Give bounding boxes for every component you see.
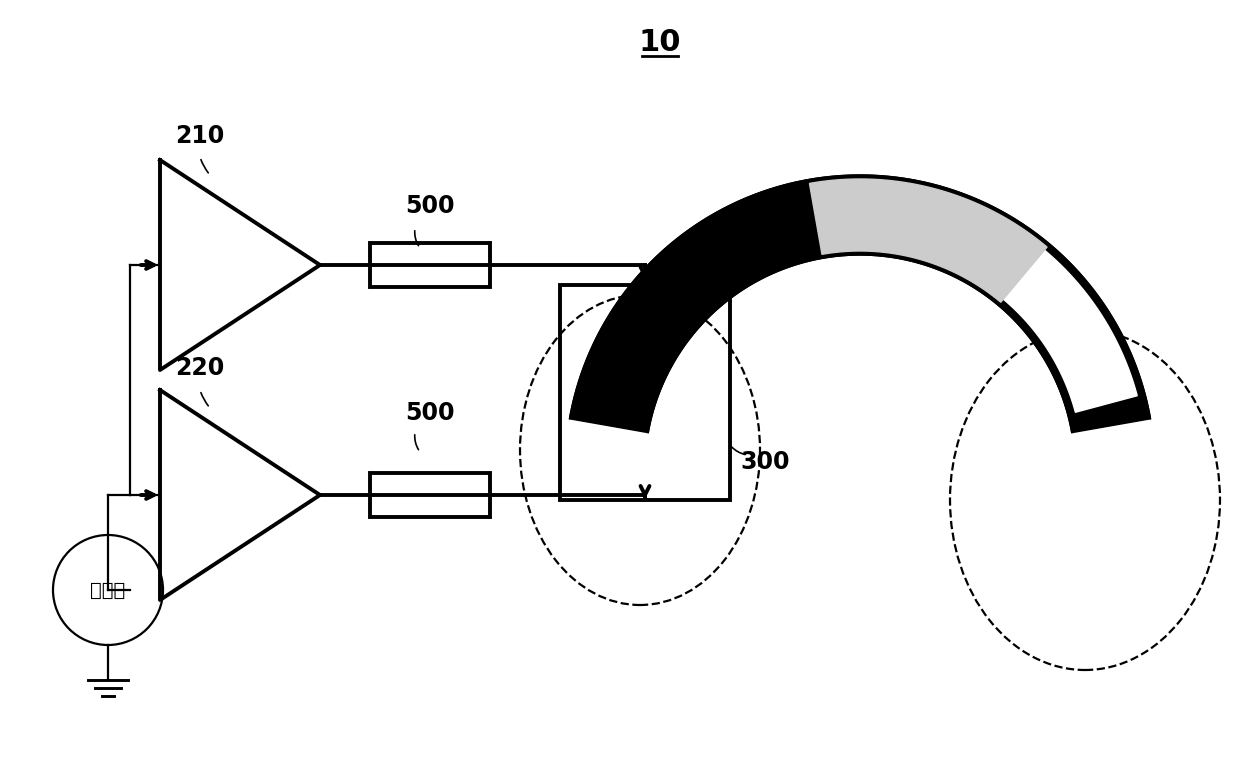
Text: 300: 300 xyxy=(740,450,790,474)
Polygon shape xyxy=(569,175,1151,433)
Text: 220: 220 xyxy=(175,356,224,380)
Text: 500: 500 xyxy=(405,401,455,425)
Polygon shape xyxy=(997,244,1137,412)
Polygon shape xyxy=(370,243,490,287)
Text: 500: 500 xyxy=(405,194,455,218)
Polygon shape xyxy=(810,179,1047,303)
Text: 信号源: 信号源 xyxy=(91,581,125,600)
Text: 10: 10 xyxy=(639,28,681,57)
Text: 210: 210 xyxy=(175,124,224,148)
Polygon shape xyxy=(370,473,490,517)
